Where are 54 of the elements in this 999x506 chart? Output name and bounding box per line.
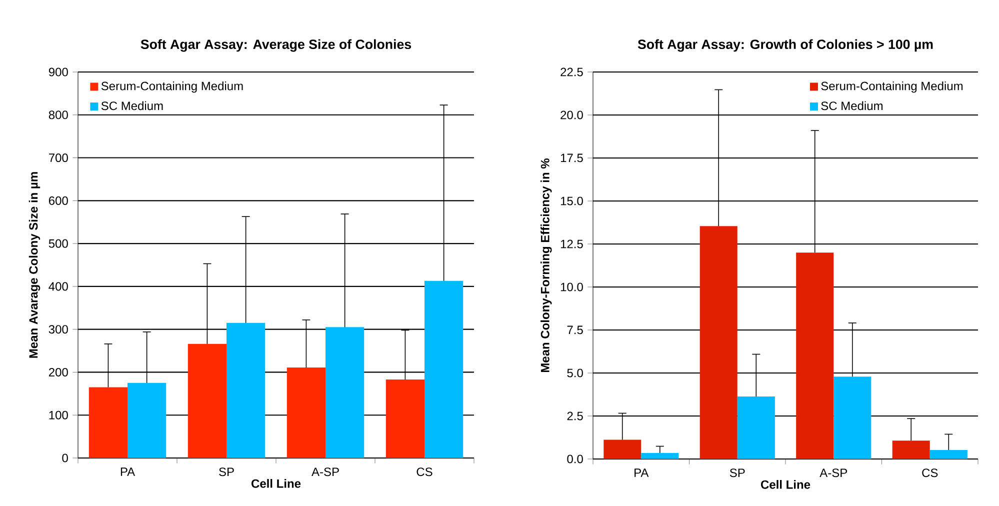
y-axis-title: Mean Avarage Colony Size in µm bbox=[28, 172, 40, 358]
bar bbox=[796, 252, 834, 459]
x-axis-title: Cell Line bbox=[760, 480, 810, 489]
y-tick-label: 300 bbox=[48, 325, 68, 334]
bar bbox=[188, 344, 227, 458]
bar bbox=[128, 382, 166, 458]
y-tick-label: 15.0 bbox=[560, 196, 583, 206]
y-tick-label: 800 bbox=[48, 110, 68, 120]
x-tick-label: SP bbox=[219, 468, 234, 476]
x-tick-label: CS bbox=[922, 468, 938, 478]
bar bbox=[386, 380, 425, 458]
y-tick-label: 7.5 bbox=[567, 326, 583, 334]
y-tick-label: 17.5 bbox=[560, 154, 583, 162]
x-axis-title: Cell Line bbox=[252, 479, 301, 488]
bar bbox=[930, 450, 968, 459]
y-tick-label: 200 bbox=[49, 368, 68, 376]
bar bbox=[604, 440, 642, 459]
bar bbox=[892, 440, 930, 459]
y-tick-label: 400 bbox=[48, 282, 68, 291]
legend-label: Serum-Containing Medium bbox=[101, 81, 243, 93]
bar bbox=[424, 280, 464, 458]
y-tick-label: 5.0 bbox=[567, 368, 583, 378]
x-tick-label: PA bbox=[120, 468, 136, 476]
x-tick-label: CS bbox=[416, 468, 432, 476]
y-tick-label: 0 bbox=[62, 454, 68, 462]
x-tick-label: SP bbox=[730, 468, 745, 478]
y-tick-label: 600 bbox=[49, 196, 68, 205]
y-tick-label: 2.5 bbox=[567, 412, 583, 420]
bar bbox=[226, 322, 266, 458]
bar bbox=[737, 396, 775, 459]
x-tick-label: PA bbox=[634, 468, 649, 477]
y-tick-label: 900 bbox=[48, 68, 68, 76]
y-tick-label: 20.0 bbox=[560, 110, 583, 120]
y-tick-label: 12.5 bbox=[560, 240, 583, 248]
chart-title: Soft Agar Assay: Average Size of Colonies bbox=[140, 39, 412, 52]
x-tick-label: A-SP bbox=[312, 468, 339, 476]
y-axis-title: Mean Colony-Forming Efficiency in % bbox=[540, 158, 552, 372]
bar bbox=[326, 327, 364, 458]
legend-label: SC Medium bbox=[101, 101, 163, 110]
y-tick-label: 10.0 bbox=[560, 282, 583, 292]
y-tick-label: 500 bbox=[48, 239, 68, 248]
bar bbox=[88, 387, 128, 458]
y-tick-label: 0.0 bbox=[567, 454, 583, 464]
bar bbox=[700, 226, 738, 459]
bar bbox=[286, 367, 326, 458]
y-tick-label: 100 bbox=[49, 410, 68, 420]
x-tick-label: A-SP bbox=[820, 468, 848, 478]
y-tick-label: 700 bbox=[49, 154, 68, 162]
y-tick-label: 22.5 bbox=[560, 68, 583, 76]
chart-title: Soft Agar Assay: Growth of Colonies > 100 µm bbox=[638, 39, 933, 52]
legend-label: SC Medium bbox=[821, 101, 882, 110]
bar bbox=[641, 452, 679, 459]
legend-label: Serum-Containing Medium bbox=[821, 81, 963, 93]
bar bbox=[834, 376, 872, 459]
